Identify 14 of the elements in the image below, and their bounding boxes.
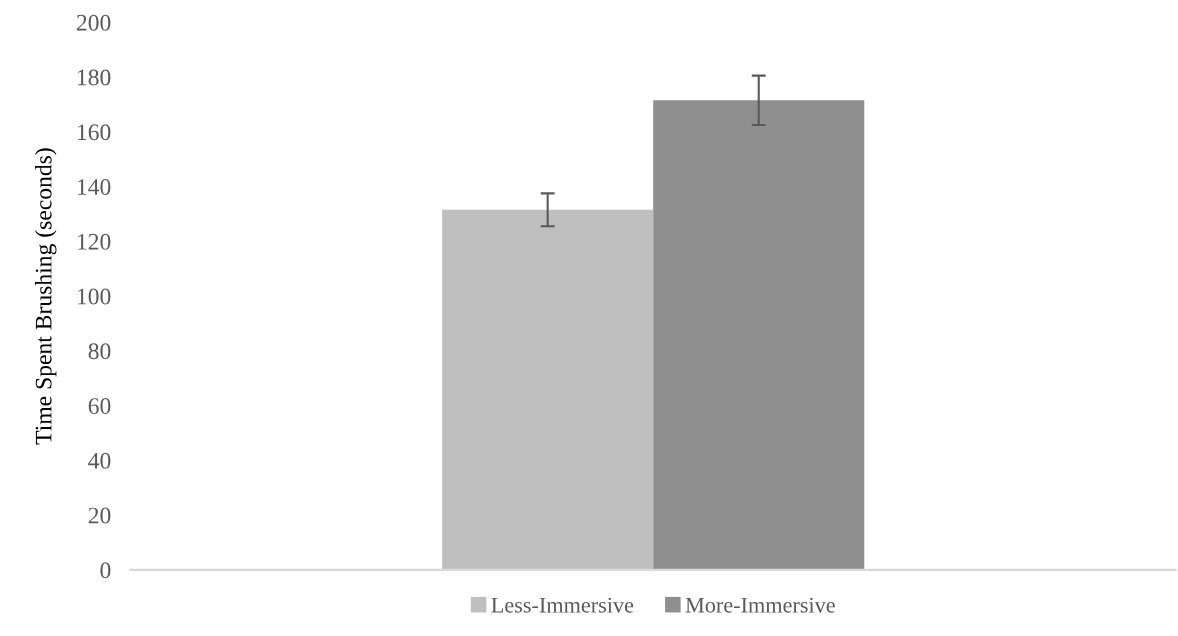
y-tick-label: 180	[77, 69, 111, 86]
y-tick-label: 140	[77, 179, 111, 195]
y-tick-label: 120	[77, 233, 111, 250]
y-tick-label: 40	[88, 452, 111, 469]
y-axis-title: Time Spent Brushing (seconds)	[34, 148, 57, 445]
y-tick-label: 0	[100, 562, 111, 579]
y-tick-label: 200	[76, 14, 111, 31]
y-tick-label: 100	[77, 288, 111, 305]
legend-label: Less-Immersive	[491, 597, 634, 613]
y-tick-label: 60	[88, 398, 111, 414]
y-tick-label: 20	[88, 507, 111, 524]
y-tick-label: 160	[77, 124, 111, 141]
legend-label: More-Immersive	[685, 597, 835, 613]
y-tick-label: 80	[88, 343, 111, 360]
